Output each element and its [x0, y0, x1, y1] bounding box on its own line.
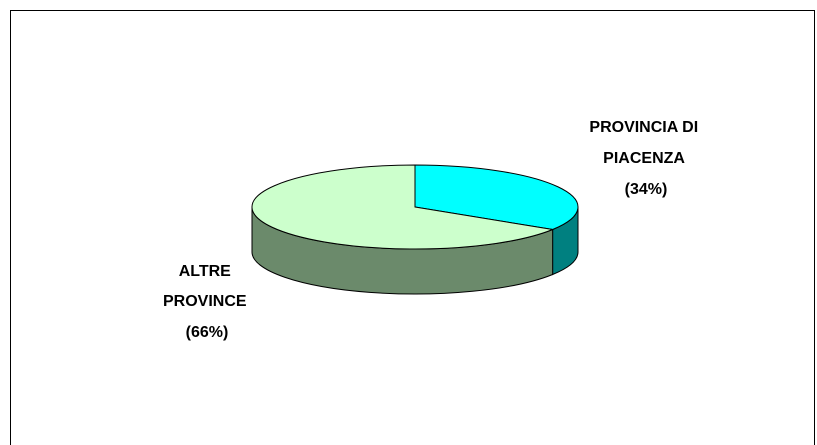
slices-layer [251, 164, 579, 295]
label-piacenza: PROVINCIA DI PIACENZA (34%) [589, 119, 702, 198]
label-altre-line-2: PROVINCE [163, 293, 247, 310]
label-piacenza-pct: (34%) [625, 181, 668, 198]
label-piacenza-line-1: PROVINCIA DI [589, 119, 698, 136]
label-altre-line-1: ALTRE [179, 263, 231, 280]
label-piacenza-line-2: PIACENZA [603, 150, 685, 167]
label-altre: ALTRE PROVINCE (66%) [163, 263, 251, 341]
label-altre-pct: (66%) [186, 324, 229, 341]
slice-top-1 [251, 164, 555, 250]
labels-layer: PROVINCIA DI PIACENZA (34%) ALTRE PROVIN… [163, 119, 702, 341]
